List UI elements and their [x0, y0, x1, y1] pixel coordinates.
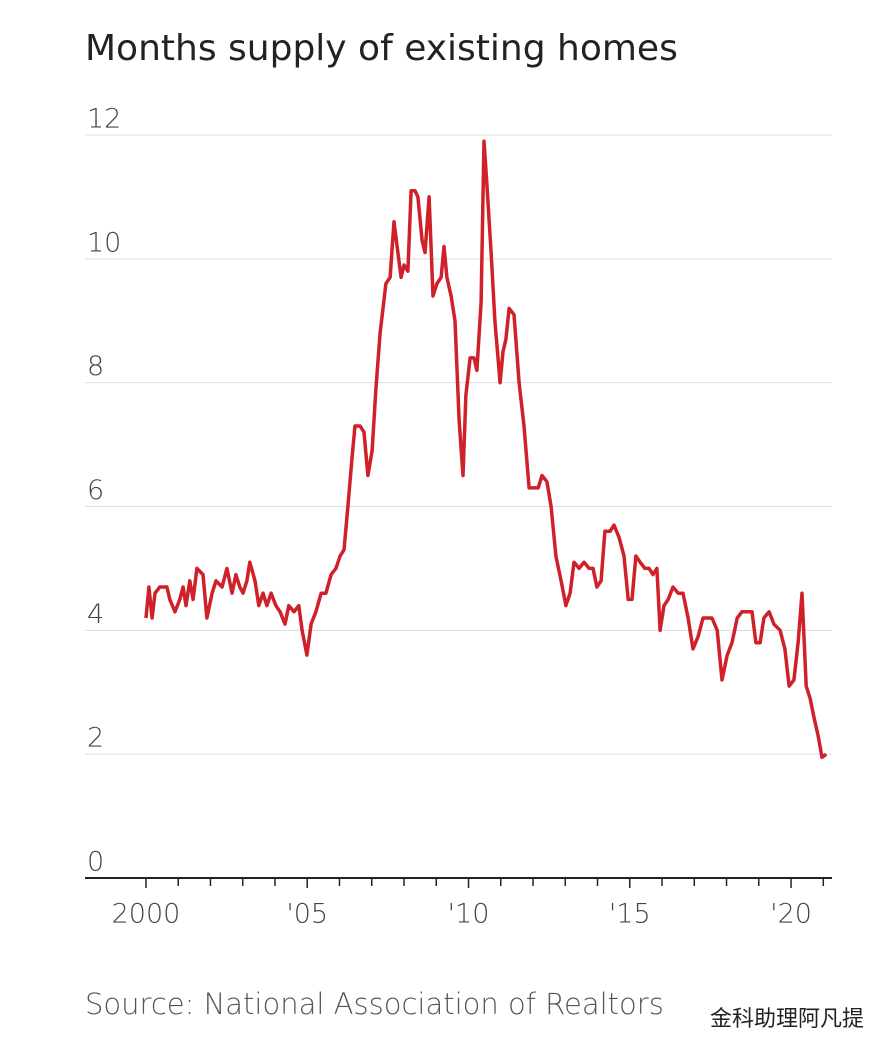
y-tick-label: 2 — [87, 723, 104, 754]
y-tick-label: 12 — [87, 104, 121, 135]
x-tick-label: '20 — [770, 899, 812, 930]
x-tick-label: 2000 — [112, 899, 181, 930]
y-tick-label: 10 — [87, 227, 121, 258]
watermark: 金科助理阿凡提 — [710, 1007, 864, 1032]
y-tick-label: 6 — [87, 475, 104, 506]
y-tick-label: 4 — [87, 599, 104, 630]
x-tick-label: '10 — [448, 899, 490, 930]
y-tick-label: 8 — [87, 351, 104, 382]
x-tick-label: '15 — [609, 899, 651, 930]
x-tick-label: '05 — [286, 899, 328, 930]
line — [144, 139, 828, 760]
source: Source: National Association of Realtors — [85, 987, 664, 1021]
y-tick-label: 0 — [87, 847, 104, 878]
chart-title: Months supply of existing homes — [85, 28, 678, 69]
